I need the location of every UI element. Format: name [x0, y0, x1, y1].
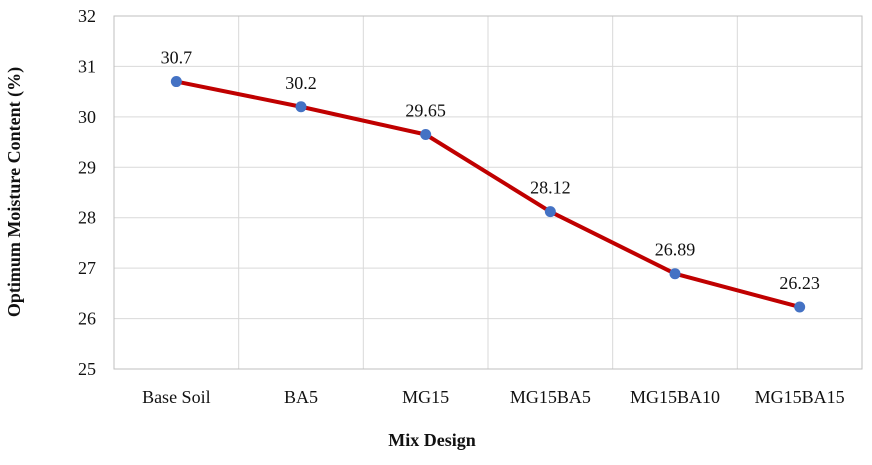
y-tick-label: 28 [78, 208, 96, 228]
data-point-marker [794, 301, 806, 313]
y-axis-title: Optimum Moisture Content (%) [4, 67, 25, 317]
data-point-marker [170, 76, 182, 88]
y-tick-label: 25 [78, 359, 96, 379]
y-tick-label: 30 [78, 107, 96, 127]
data-point-marker [669, 268, 681, 280]
y-axis-ticks: 25 26 27 28 29 30 31 32 [78, 6, 96, 379]
data-point-marker [544, 206, 556, 218]
data-point-label: 28.12 [530, 178, 571, 198]
data-point-label: 29.65 [405, 101, 446, 121]
x-tick-label: Base Soil [142, 387, 211, 407]
data-point-label: 30.7 [161, 48, 193, 68]
data-point-marker [420, 129, 432, 141]
series-polyline [174, 79, 802, 309]
gridlines [114, 16, 862, 369]
data-labels: 30.7 30.2 29.65 28.12 26.89 26.23 [161, 48, 820, 293]
x-axis-title: Mix Design [388, 430, 476, 450]
y-tick-label: 31 [78, 56, 96, 76]
y-tick-label: 29 [78, 157, 96, 177]
plot-area-frame [113, 15, 863, 370]
data-point-label: 30.2 [285, 73, 317, 93]
x-tick-label: MG15BA5 [510, 387, 591, 407]
data-point-marker [295, 101, 307, 113]
x-tick-label: BA5 [284, 387, 318, 407]
data-point-label: 26.23 [779, 273, 820, 293]
data-point-label: 26.89 [655, 240, 696, 260]
y-tick-label: 27 [78, 258, 96, 278]
y-tick-label: 32 [78, 6, 96, 26]
series-line [170, 76, 806, 313]
y-tick-label: 26 [78, 309, 96, 329]
x-axis-ticks: Base Soil BA5 MG15 MG15BA5 MG15BA10 MG15BA15 [142, 387, 845, 407]
x-tick-label: MG15 [402, 387, 449, 407]
x-tick-label: MG15BA10 [630, 387, 720, 407]
x-tick-label: MG15BA15 [755, 387, 845, 407]
